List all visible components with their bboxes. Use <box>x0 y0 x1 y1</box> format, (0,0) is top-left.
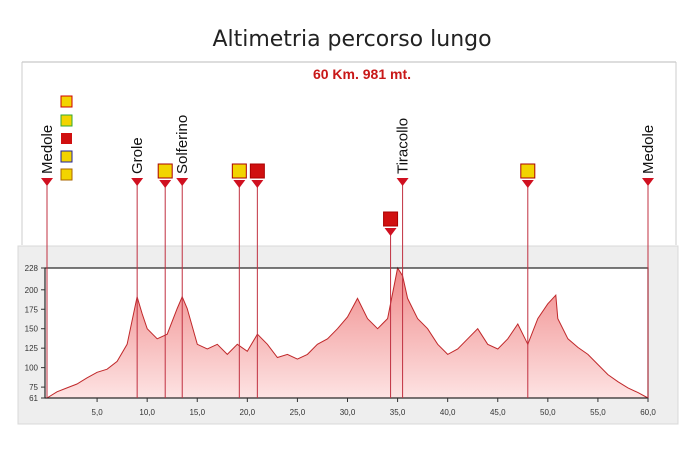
y-tick-label: 100 <box>25 364 39 373</box>
marker-triangle <box>176 178 189 186</box>
place-label: Medole <box>640 125 657 174</box>
x-tick-label: 35,0 <box>390 408 406 417</box>
service-icon <box>383 211 399 227</box>
y-tick-label: 61 <box>29 394 38 403</box>
marker-triangle <box>41 178 53 186</box>
place-label: Tiracollo <box>395 118 412 174</box>
x-tick-label: 30,0 <box>340 408 356 417</box>
x-tick-label: 10,0 <box>139 408 155 417</box>
x-tick-label: 55,0 <box>590 408 606 417</box>
chart-subtitle: 60 Km. 981 mt. <box>313 66 411 82</box>
x-tick-label: 5,0 <box>92 408 104 417</box>
x-tick-label: 60,0 <box>640 408 656 417</box>
chart-title: Altimetria percorso lungo <box>212 27 491 52</box>
y-tick-label: 228 <box>25 264 39 273</box>
place-label: Medole <box>39 125 56 174</box>
area-fill <box>47 268 648 398</box>
y-tick-label: 150 <box>25 325 39 334</box>
marker-triangle <box>251 180 264 188</box>
marker-triangle <box>642 178 654 186</box>
marker-triangle <box>131 178 144 186</box>
marker-triangle <box>396 178 409 186</box>
x-tick-label: 50,0 <box>540 408 556 417</box>
marker-triangle <box>233 180 246 188</box>
marker-triangle <box>521 180 534 188</box>
marker-triangle <box>384 228 397 236</box>
x-tick-label: 15,0 <box>189 408 205 417</box>
elevation-line <box>46 266 649 399</box>
x-tick-label: 20,0 <box>240 408 256 417</box>
start-icons <box>60 95 73 181</box>
service-icon <box>249 163 265 179</box>
y-tick-label: 200 <box>25 286 39 295</box>
marker-triangle <box>159 180 172 188</box>
y-tick-label: 75 <box>29 383 38 392</box>
y-tick-label: 175 <box>25 305 39 314</box>
y-tick-label: 125 <box>25 344 39 353</box>
x-tick-label: 40,0 <box>440 408 456 417</box>
x-tick-label: 45,0 <box>490 408 506 417</box>
place-label: Solferino <box>174 115 191 174</box>
service-icon <box>520 163 536 179</box>
place-label: Grole <box>129 137 146 174</box>
x-tick-label: 25,0 <box>290 408 306 417</box>
service-icon <box>157 163 173 179</box>
service-icon <box>231 163 247 179</box>
